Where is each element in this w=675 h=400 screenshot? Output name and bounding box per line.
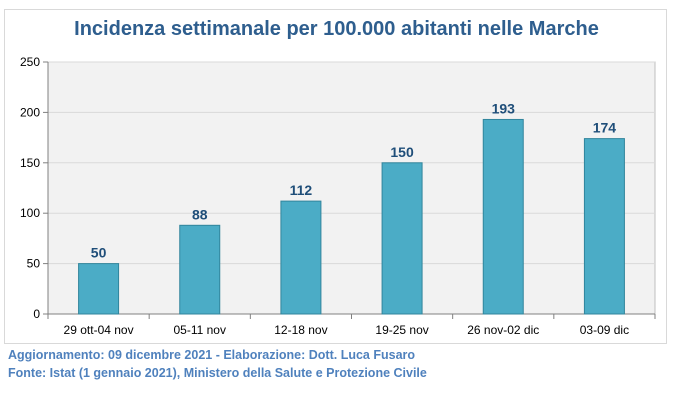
- x-tick-label: 03-09 dic: [580, 323, 629, 337]
- data-label: 193: [492, 100, 516, 116]
- data-label: 88: [192, 206, 208, 222]
- data-label: 150: [390, 144, 414, 160]
- x-tick-label: 12-18 nov: [274, 323, 327, 337]
- x-tick-label: 19-25 nov: [375, 323, 428, 337]
- bar-chart: 0 50 100 150 200 250 50 29 ott-04 nov 88 05-11 no…: [20, 55, 656, 337]
- source-note: Fonte: Istat (1 gennaio 2021), Ministero…: [8, 366, 427, 380]
- y-tick-label: 150: [20, 156, 40, 170]
- chart-title: Incidenza settimanale per 100.000 abitan…: [74, 18, 599, 40]
- bar: [179, 224, 221, 315]
- y-tick-label: 250: [20, 55, 40, 69]
- y-tick-label: 50: [27, 257, 41, 271]
- y-tick-label: 0: [33, 307, 40, 321]
- y-tick-label: 200: [20, 105, 40, 119]
- bar: [78, 263, 120, 315]
- bar: [280, 200, 322, 315]
- bar: [583, 138, 625, 315]
- update-note: Aggiornamento: 09 dicembre 2021 - Elabor…: [8, 348, 416, 362]
- data-label: 174: [593, 120, 617, 136]
- data-label: 50: [91, 245, 107, 261]
- data-label: 112: [290, 182, 313, 198]
- bar: [482, 118, 524, 315]
- x-tick-label: 29 ott-04 nov: [64, 323, 134, 337]
- plot-area: [47, 61, 656, 315]
- y-tick-label: 100: [20, 206, 40, 220]
- x-tick-label: 05-11 nov: [174, 323, 226, 337]
- bar: [381, 162, 423, 315]
- x-tick-label: 26 nov-02 dic: [467, 323, 539, 337]
